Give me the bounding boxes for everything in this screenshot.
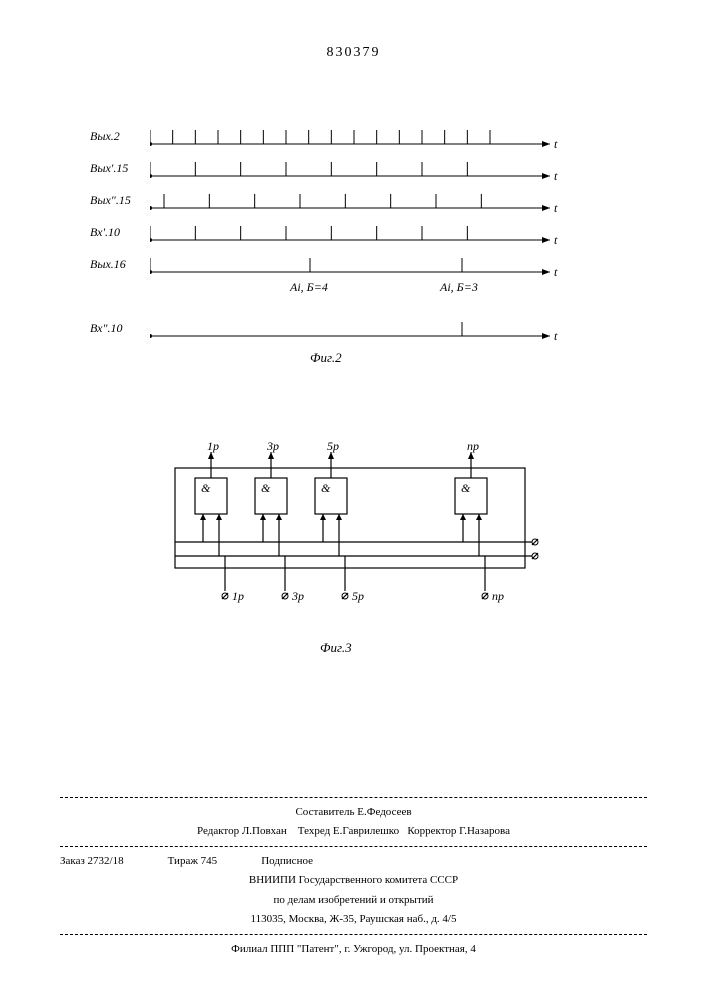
subscribe: Подписное bbox=[261, 855, 313, 867]
svg-text:3р: 3р bbox=[291, 589, 304, 603]
svg-text:5р: 5р bbox=[327, 440, 339, 453]
svg-text:t: t bbox=[554, 329, 558, 340]
timing-row: Вых.2 t bbox=[90, 120, 590, 148]
timing-annotations: Аi, Б=4 Аi, Б=3 bbox=[90, 280, 590, 300]
timing-row-label: Вых.2 bbox=[90, 129, 120, 144]
svg-text:5р: 5р bbox=[352, 589, 364, 603]
divider bbox=[60, 797, 647, 798]
svg-text:1р: 1р bbox=[232, 589, 244, 603]
timing-annotation: Аi, Б=4 bbox=[290, 280, 328, 295]
timing-row: Вых.16 t bbox=[90, 248, 590, 276]
timing-annotation: Аi, Б=3 bbox=[440, 280, 478, 295]
timing-row-label: Вых".15 bbox=[90, 193, 131, 208]
editor: Редактор Л.Повхан bbox=[197, 825, 287, 837]
timing-row: Вых'.15 t bbox=[90, 152, 590, 180]
techred: Техред Е.Гаврилешко bbox=[298, 825, 399, 837]
imprint-block: Составитель Е.Федосеев Редактор Л.Повхан… bbox=[60, 791, 647, 961]
svg-text:t: t bbox=[554, 233, 558, 244]
address: 113035, Москва, Ж-35, Раушская наб., д. … bbox=[60, 911, 647, 928]
org2: по делам изобретений и открытий bbox=[60, 892, 647, 909]
credits-line: Редактор Л.Повхан Техред Е.Гаврилешко Ко… bbox=[60, 823, 647, 840]
doc-number: 830379 bbox=[0, 45, 707, 61]
timing-diagram: Вых.2 t Вых'.15 t Вых".15 t Вх'.10 t Вых.16 t Аi, … bbox=[90, 120, 590, 344]
svg-text:&: & bbox=[201, 481, 211, 495]
corrector: Корректор Г.Назарова bbox=[407, 825, 510, 837]
timing-row: Вх'.10 t bbox=[90, 216, 590, 244]
svg-text:&: & bbox=[261, 481, 271, 495]
filial: Филиал ППП "Патент", г. Ужгород, ул. Про… bbox=[60, 941, 647, 958]
fig2-caption: Фиг.2 bbox=[310, 350, 342, 366]
timing-row-label: Вых'.15 bbox=[90, 161, 128, 176]
fig3-svg: & 1р 1р & 3р 3р & 5р 5р & nр nр bbox=[150, 440, 550, 640]
fig3-caption: Фиг.3 bbox=[320, 640, 352, 656]
svg-text:nр: nр bbox=[492, 589, 504, 603]
page: 830379 Вых.2tВых'.15tВых".15tВх'.10tВых.… bbox=[0, 0, 707, 1000]
divider bbox=[60, 846, 647, 847]
order-line: Заказ 2732/18 Тираж 745 Подписное bbox=[60, 853, 647, 870]
timing-row-label: Вых.16 bbox=[90, 257, 126, 272]
svg-text:t: t bbox=[554, 201, 558, 212]
timing-row-label: Вх'.10 bbox=[90, 225, 120, 240]
svg-text:3р: 3р bbox=[266, 440, 279, 453]
svg-text:1р: 1р bbox=[207, 440, 219, 453]
timing-row: Вх".10 t bbox=[90, 300, 590, 340]
svg-text:t: t bbox=[554, 169, 558, 180]
compiler-line: Составитель Е.Федосеев bbox=[60, 804, 647, 821]
timing-row: Вых".15 t bbox=[90, 184, 590, 212]
order: Заказ 2732/18 bbox=[60, 855, 124, 867]
divider bbox=[60, 934, 647, 935]
logic-schematic: & 1р 1р & 3р 3р & 5р 5р & nр nр bbox=[150, 440, 550, 640]
org1: ВНИИПИ Государственного комитета СССР bbox=[60, 872, 647, 889]
timing-row-label: Вх".10 bbox=[90, 321, 123, 336]
svg-text:t: t bbox=[554, 265, 558, 276]
svg-text:&: & bbox=[321, 481, 331, 495]
tirage: Тираж 745 bbox=[168, 855, 218, 867]
svg-text:nр: nр bbox=[467, 440, 479, 453]
svg-text:&: & bbox=[461, 481, 471, 495]
svg-text:t: t bbox=[554, 137, 558, 148]
